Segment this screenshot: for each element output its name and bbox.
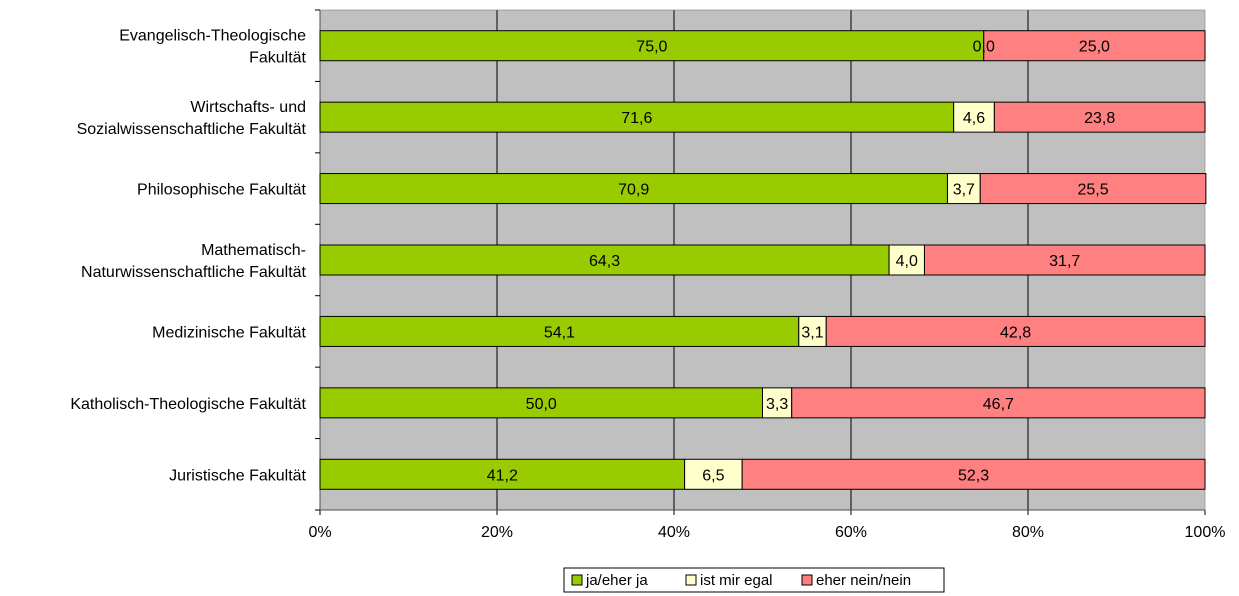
x-tick-label: 100% — [1185, 524, 1226, 541]
legend-label: ja/eher ja — [585, 572, 648, 589]
bar-segment — [798, 315, 827, 347]
bar-segment — [319, 315, 800, 347]
bar-segment — [319, 387, 763, 419]
category-label: Evangelisch-Theologische — [119, 28, 306, 45]
data-label: 4,6 — [963, 110, 985, 127]
x-tick-label: 40% — [658, 524, 690, 541]
bar-segment — [979, 173, 1207, 205]
data-label: 25,5 — [1077, 182, 1108, 199]
bars — [319, 30, 1207, 490]
data-label: 23,8 — [1084, 110, 1115, 127]
x-tick-label: 20% — [481, 524, 513, 541]
data-label: 31,7 — [1049, 253, 1080, 270]
bar-segment — [888, 244, 925, 276]
x-tick-label: 80% — [1012, 524, 1044, 541]
bar-segment — [319, 244, 890, 276]
data-label: 4,0 — [896, 253, 918, 270]
data-label: 50,0 — [526, 396, 557, 413]
data-label: 0,0 — [973, 39, 995, 56]
category-label: Wirtschafts- und — [190, 99, 306, 116]
bar-segment — [825, 315, 1206, 347]
bar-segment — [791, 387, 1206, 419]
bar-segment — [319, 458, 686, 490]
legend-box — [563, 567, 945, 593]
category-label: Mathematisch- — [201, 242, 306, 259]
data-label: 25,0 — [1079, 39, 1110, 56]
category-label: Sozialwissenschaftliche Fakultät — [77, 121, 307, 138]
bar-segment — [923, 244, 1206, 276]
x-tick-label: 60% — [835, 524, 867, 541]
data-label: 41,2 — [487, 467, 518, 484]
data-label: 54,1 — [544, 324, 575, 341]
category-label: Naturwissenschaftliche Fakultät — [81, 264, 307, 281]
bar-segment — [946, 173, 981, 205]
bar-segment — [319, 30, 985, 62]
legend-swatch — [801, 574, 813, 586]
legend-label: eher nein/nein — [816, 572, 911, 589]
data-label: 42,8 — [1000, 324, 1031, 341]
bar-segment — [993, 101, 1206, 133]
category-label: Medizinische Fakultät — [152, 324, 306, 341]
bar-segment — [741, 458, 1206, 490]
bar-segment — [983, 30, 1206, 62]
bar-segment — [762, 387, 793, 419]
legend-swatch — [685, 574, 697, 586]
data-label: 3,3 — [766, 396, 788, 413]
category-label: Philosophische Fakultät — [137, 182, 307, 199]
data-label: 3,7 — [953, 182, 975, 199]
bar-segment — [684, 458, 743, 490]
category-label: Fakultät — [249, 50, 306, 67]
data-label: 70,9 — [618, 182, 649, 199]
data-label: 64,3 — [589, 253, 620, 270]
labels: 0% 20% 40% 60% 80% 100% 75,0 0,0 25,0 Evangelisch… — [70, 28, 1225, 541]
legend-label: ist mir egal — [700, 572, 773, 589]
data-label: 3,1 — [801, 324, 823, 341]
x-tick-label: 0% — [308, 524, 331, 541]
data-label: 46,7 — [983, 396, 1014, 413]
data-label: 52,3 — [958, 467, 989, 484]
data-label: 6,5 — [702, 467, 724, 484]
legend: ja/eher ja ist mir egal eher nein/nein — [563, 567, 945, 593]
category-label: Katholisch-Theologische Fakultät — [70, 396, 306, 413]
data-label: 71,6 — [621, 110, 652, 127]
category-label: Juristische Fakultät — [169, 467, 306, 484]
data-label: 75,0 — [636, 39, 667, 56]
legend-swatch — [571, 574, 583, 586]
